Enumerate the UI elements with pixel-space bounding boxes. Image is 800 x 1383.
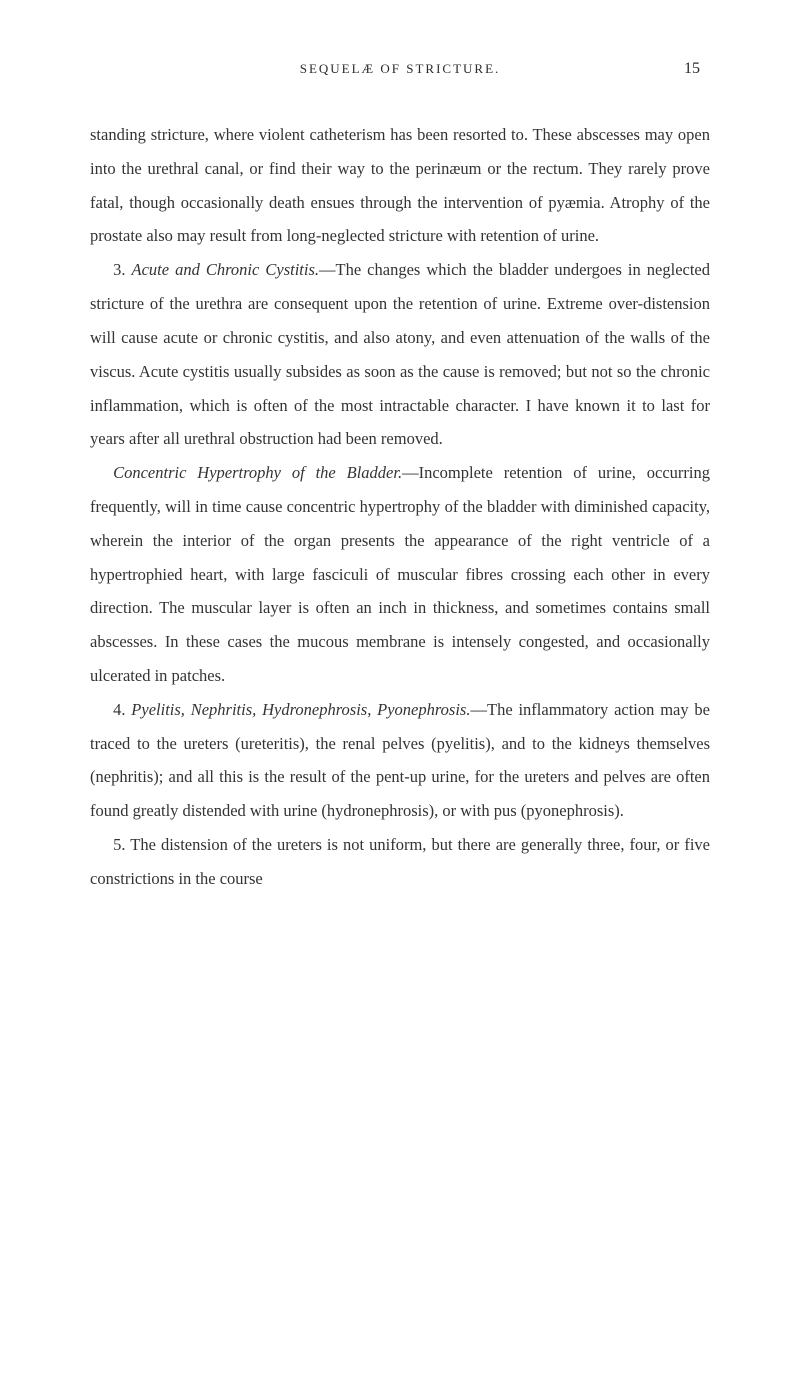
p3-italic: Concentric Hypertrophy of the Bladder. [113,463,402,482]
page-header: SEQUELÆ OF STRICTURE. 15 [90,60,710,78]
p2-italic: Acute and Chronic Cystitis. [132,260,320,279]
page-number: 15 [670,60,700,78]
paragraph-3: Concentric Hypertrophy of the Bladder.—I… [90,456,710,693]
paragraph-1: standing stricture, where violent cathet… [90,118,710,253]
body-text: standing stricture, where violent cathet… [90,118,710,896]
paragraph-5: 5. The distension of the ureters is not … [90,828,710,896]
p2-rest: —The changes which the bladder undergoes… [90,260,710,448]
p4-italic: Pyelitis, Nephritis, Hydronephrosis, Pyo… [131,700,470,719]
p4-num: 4. [113,700,131,719]
paragraph-4: 4. Pyelitis, Nephritis, Hydronephrosis, … [90,693,710,828]
paragraph-2: 3. Acute and Chronic Cystitis.—The chang… [90,253,710,456]
p1-text: standing stricture, where violent cathet… [90,125,710,245]
running-head: SEQUELÆ OF STRICTURE. [130,61,670,77]
p5-text: 5. The distension of the ureters is not … [90,835,710,888]
p2-num: 3. [113,260,131,279]
p3-rest: —Incomplete retention of urine, occurrin… [90,463,710,685]
